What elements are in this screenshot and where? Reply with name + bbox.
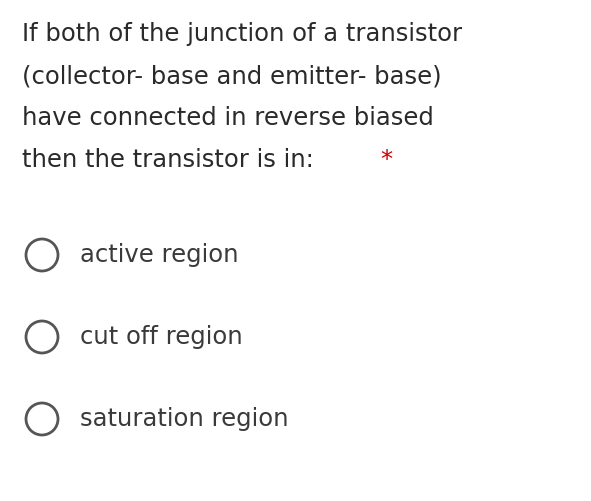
Text: then the transistor is in:: then the transistor is in: (22, 148, 322, 172)
Text: *: * (380, 148, 392, 172)
Text: active region: active region (80, 243, 239, 267)
Text: saturation region: saturation region (80, 407, 288, 431)
Text: have connected in reverse biased: have connected in reverse biased (22, 106, 434, 130)
Text: (collector- base and emitter- base): (collector- base and emitter- base) (22, 64, 441, 88)
Text: cut off region: cut off region (80, 325, 243, 349)
Text: If both of the junction of a transistor: If both of the junction of a transistor (22, 22, 462, 46)
